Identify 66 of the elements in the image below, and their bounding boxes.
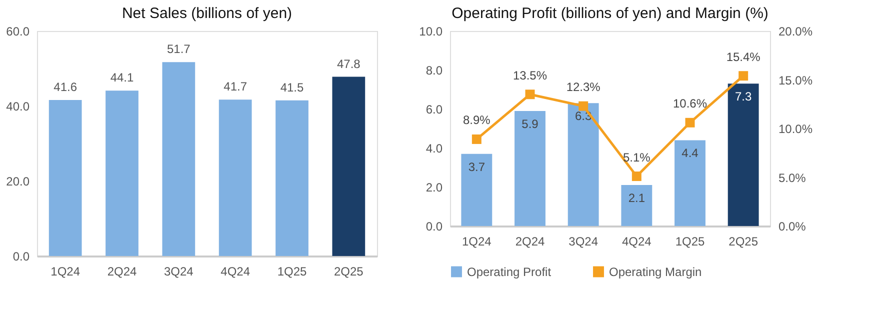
y-tick-label: 2.0 [426, 180, 443, 194]
y-tick-label: 40.0 [6, 100, 30, 114]
bar [728, 84, 759, 226]
point [632, 172, 642, 182]
x-tick-label: 4Q24 [622, 234, 652, 248]
data-label: 15.4% [726, 50, 761, 64]
bar [218, 100, 252, 256]
data-label: 41.5 [280, 80, 304, 94]
data-label: 44.1 [110, 70, 134, 85]
y-tick-label: 0.0 [426, 220, 443, 234]
bar [621, 185, 652, 226]
y2-tick-label: 10.0% [778, 122, 813, 136]
y-tick-label: 20.0 [6, 174, 30, 188]
data-label: 7.3 [734, 90, 752, 104]
data-label: 12.3% [566, 80, 601, 94]
x-tick-label: 3Q24 [164, 264, 194, 278]
chart-title: Net Sales (billions of yen) [122, 5, 292, 22]
data-label: 47.8 [336, 56, 361, 71]
x-tick-label: 2Q24 [107, 264, 137, 278]
bar [461, 154, 492, 226]
data-label: 4.4 [682, 146, 699, 160]
y-tick-label: 0.0 [12, 250, 30, 264]
y2-tick-label: 20.0% [778, 24, 813, 38]
data-label: 2.1 [628, 191, 646, 206]
data-label: 10.6% [672, 96, 708, 111]
x-tick-label: 1Q24 [50, 264, 80, 278]
x-tick-label: 1Q24 [462, 234, 492, 248]
y2-tick-label: 5.0% [778, 170, 806, 185]
y-tick-label: 10.0 [419, 24, 443, 38]
data-label: 13.5% [512, 68, 548, 82]
data-label: 8.9% [462, 113, 491, 128]
y2-tick-label: 15.0% [778, 73, 813, 88]
data-label: 41.7 [224, 80, 248, 94]
x-tick-label: 4Q24 [220, 264, 250, 278]
bar [674, 140, 706, 226]
y-tick-label: 4.0 [426, 142, 443, 156]
bar [514, 110, 546, 226]
x-tick-label: 2Q24 [515, 234, 545, 248]
x-tick-label: 1Q25 [675, 234, 705, 248]
bar [162, 62, 196, 256]
x-tick-label: 3Q24 [568, 234, 598, 248]
x-tick-label: 2Q25 [728, 234, 758, 248]
data-label: 5.1% [622, 150, 651, 164]
data-label: 3.7 [468, 160, 486, 174]
y-tick-label: 60.0 [6, 24, 30, 38]
legend-label: Operating Profit [467, 264, 552, 279]
bar [568, 103, 599, 226]
y-tick-label: 8.0 [426, 64, 443, 78]
bar [106, 90, 138, 256]
y-tick-label: 6.0 [426, 102, 443, 116]
x-tick-label: 2Q25 [334, 264, 364, 278]
data-label: 5.9 [522, 116, 539, 131]
bar [276, 100, 308, 256]
point [525, 90, 535, 100]
chart-title: Operating Profit (billions of yen) and Margin (%) [452, 5, 768, 22]
point [578, 101, 588, 111]
bar [48, 100, 82, 256]
x-tick-label: 1Q25 [277, 264, 307, 278]
data-label: 51.7 [166, 42, 191, 56]
y2-tick-label: 0.0% [778, 220, 806, 234]
legend-label: Operating Margin [609, 264, 702, 279]
point [685, 118, 695, 128]
point [472, 134, 482, 144]
point [738, 71, 748, 81]
bar [332, 76, 366, 256]
data-label: 41.6 [54, 80, 78, 94]
